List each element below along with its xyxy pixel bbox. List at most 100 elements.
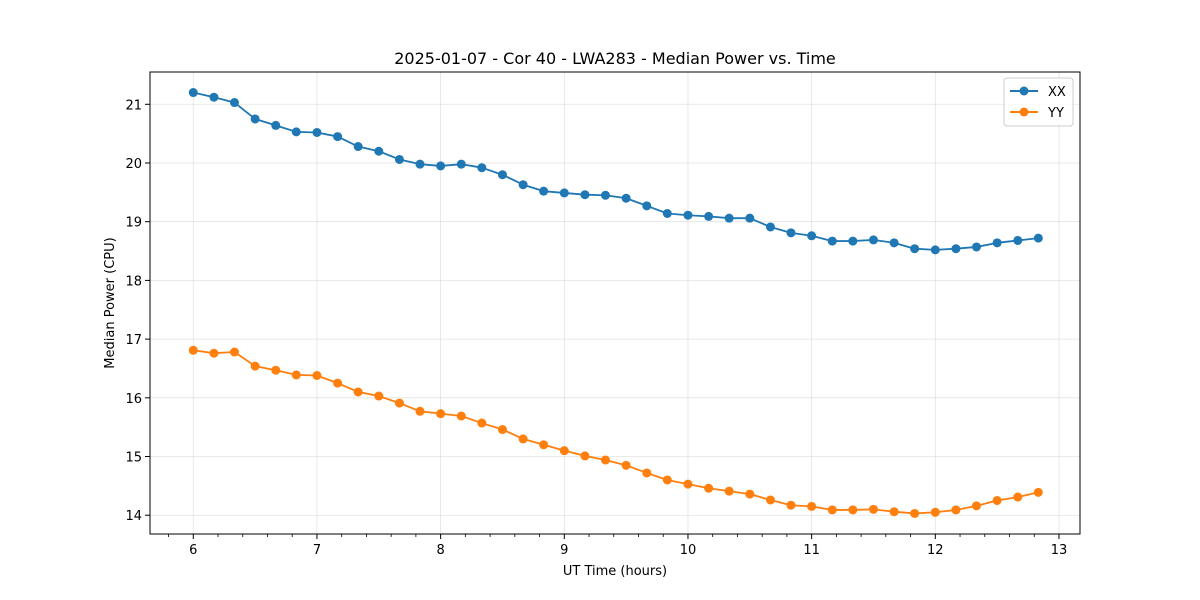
data-point-xx [415, 159, 425, 169]
grid [150, 72, 1080, 534]
data-point-xx [250, 114, 260, 124]
data-point-yy [188, 345, 198, 355]
data-point-yy [497, 425, 507, 435]
axes: 6 7 8 9 10 11 12 13 14 15 16 17 18 19 20 21 [125, 98, 1067, 558]
series-layer [188, 88, 1043, 518]
data-point-yy [1033, 487, 1043, 497]
data-point-yy [374, 391, 384, 401]
data-point-xx [600, 190, 610, 200]
data-point-xx [271, 120, 281, 130]
data-point-yy [621, 460, 631, 470]
data-point-xx [353, 142, 363, 152]
data-point-yy [291, 370, 301, 380]
x-axis-label: UT Time (hours) [563, 564, 667, 579]
y-tick-label: 20 [125, 157, 142, 172]
data-point-yy [477, 418, 487, 428]
data-point-yy [312, 371, 322, 380]
data-point-yy [518, 434, 528, 444]
data-point-yy [394, 398, 404, 408]
data-point-yy [353, 387, 363, 397]
data-point-xx [1013, 235, 1023, 245]
data-point-xx [951, 244, 961, 254]
data-point-xx [394, 154, 404, 164]
series-xx [188, 88, 1043, 255]
data-point-xx [436, 161, 446, 171]
data-point-yy [271, 365, 281, 375]
x-tick-label: 12 [927, 543, 944, 558]
legend: XX YY [1003, 77, 1074, 127]
legend-marker-yy [1019, 107, 1029, 117]
data-point-yy [827, 505, 837, 515]
data-point-xx [724, 213, 734, 223]
data-point-yy [807, 501, 817, 511]
x-tick-label: 8 [436, 543, 444, 558]
data-point-yy [704, 483, 714, 493]
data-point-xx [456, 159, 466, 169]
y-tick-label: 19 [125, 216, 142, 231]
data-point-xx [312, 127, 322, 137]
data-point-yy [456, 411, 466, 421]
data-point-yy [683, 479, 693, 489]
data-point-yy [910, 508, 920, 518]
data-point-yy [930, 507, 940, 517]
x-tick-label: 9 [560, 543, 568, 558]
data-point-yy [971, 501, 981, 511]
data-point-xx [621, 193, 631, 203]
data-point-yy [209, 348, 219, 358]
legend-label-yy: YY [1047, 106, 1064, 121]
x-tick-label: 6 [189, 543, 197, 558]
chart-title: 2025-01-07 - Cor 40 - LWA283 - Median Po… [394, 49, 836, 68]
data-point-yy [868, 504, 878, 514]
data-point-yy [229, 347, 239, 357]
data-point-yy [662, 475, 672, 485]
legend-marker-xx [1019, 86, 1029, 96]
data-point-xx [910, 244, 920, 254]
data-point-xx [765, 222, 775, 232]
data-point-xx [848, 236, 858, 246]
data-point-xx [889, 238, 899, 248]
data-point-xx [992, 238, 1002, 248]
data-point-xx [786, 228, 796, 238]
data-point-xx [1033, 233, 1043, 243]
data-point-yy [745, 489, 755, 499]
y-tick-label: 17 [125, 333, 142, 348]
data-point-xx [477, 163, 487, 173]
x-tick-label: 7 [313, 543, 321, 558]
data-point-yy [724, 486, 734, 496]
data-point-xx [229, 98, 239, 108]
data-point-yy [333, 378, 343, 388]
data-point-yy [600, 455, 610, 465]
data-point-yy [765, 495, 775, 505]
data-point-xx [807, 231, 817, 241]
data-point-yy [642, 468, 652, 478]
data-point-yy [786, 500, 796, 510]
data-point-xx [333, 132, 343, 142]
data-point-yy [415, 406, 425, 416]
data-point-xx [642, 201, 652, 211]
data-point-yy [250, 361, 260, 371]
data-point-xx [580, 190, 590, 200]
data-point-xx [745, 213, 755, 223]
data-point-xx [827, 236, 837, 246]
data-point-yy [1013, 492, 1023, 502]
data-point-xx [209, 92, 219, 102]
series-yy [188, 345, 1043, 518]
data-point-xx [374, 146, 384, 156]
data-point-yy [992, 496, 1002, 506]
x-tick-label: 10 [680, 543, 697, 558]
data-point-xx [559, 188, 569, 198]
y-tick-label: 21 [125, 98, 142, 113]
data-point-xx [683, 210, 693, 220]
x-tick-label: 13 [1051, 543, 1068, 558]
data-point-yy [559, 446, 569, 456]
data-point-xx [497, 170, 507, 180]
data-point-xx [662, 208, 672, 218]
data-point-xx [518, 180, 528, 190]
y-tick-label: 16 [125, 392, 142, 407]
y-tick-label: 14 [125, 509, 142, 524]
data-point-yy [580, 451, 590, 461]
data-point-xx [188, 88, 198, 98]
data-point-yy [951, 505, 961, 515]
data-point-yy [889, 507, 899, 517]
